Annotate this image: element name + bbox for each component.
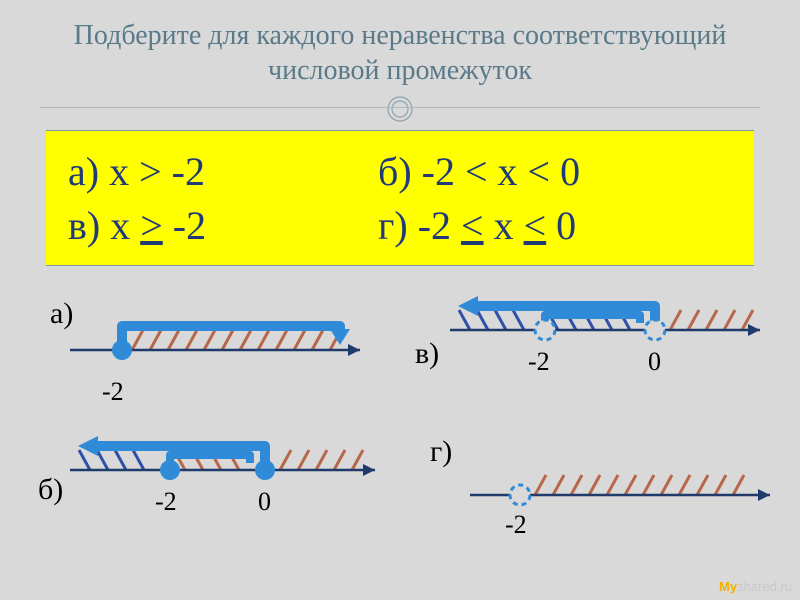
ineq-v: в) х > -2: [68, 199, 368, 253]
ineq-b: б) -2 ˂ х ˂ 0: [378, 145, 580, 199]
diagram-g: [450, 455, 780, 525]
tick-b-zero: 0: [258, 487, 271, 517]
watermark-brand: My: [719, 579, 737, 594]
watermark-rest: shared.ru: [737, 579, 792, 594]
label-g: г): [430, 435, 452, 469]
tick-v-zero: 0: [648, 347, 661, 377]
diagram-v: [430, 285, 780, 380]
diagram-a: [50, 305, 380, 385]
watermark: Myshared.ru: [719, 579, 792, 594]
diagram-area: а) -2 в) -2 0 б) -2 0 г): [0, 285, 800, 600]
inequalities-box: а) х > -2 б) -2 ˂ х ˂ 0 в) х > -2 г) -2 …: [46, 130, 754, 266]
tick-v-neg2: -2: [528, 347, 550, 377]
title-decor-rings: [383, 95, 417, 123]
ineq-g: г) -2 < х < 0: [378, 199, 576, 253]
tick-b-neg2: -2: [155, 487, 177, 517]
ineq-a: а) х > -2: [68, 145, 368, 199]
tick-a-neg2: -2: [102, 377, 124, 407]
diagram-b: [50, 425, 390, 520]
tick-g-neg2: -2: [505, 510, 527, 540]
page-title: Подберите для каждого неравенства соотве…: [0, 0, 800, 94]
title-underline: [40, 107, 760, 108]
